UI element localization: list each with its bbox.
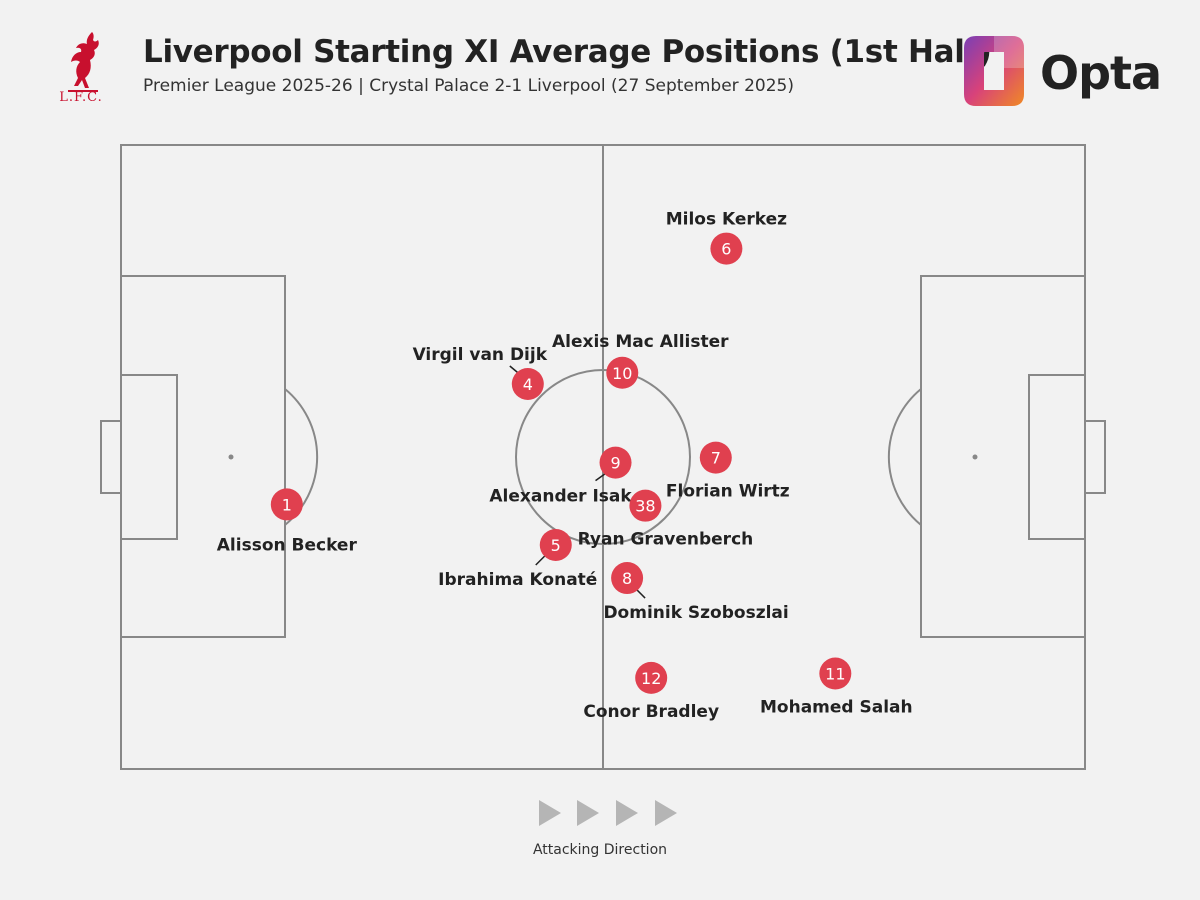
- player-dot: [710, 232, 743, 265]
- opta-logo-icon: [964, 36, 1024, 106]
- player-name-label: Alexander Isak: [489, 487, 632, 507]
- player-marker-9: 9 Alexander Isak: [489, 446, 632, 507]
- pitch-markings: [100, 144, 1106, 770]
- right-goal: [1084, 420, 1106, 494]
- chart-subtitle: Premier League 2025-26 | Crystal Palace …: [143, 76, 794, 96]
- player-number: 6: [721, 240, 731, 259]
- player-marker-38: 38 Ryan Gravenberch: [578, 489, 754, 550]
- player-name-label: Milos Kerkez: [666, 210, 787, 230]
- club-logo-text: L.F.C.: [59, 90, 103, 105]
- player-marker-6: 6 Milos Kerkez: [666, 210, 787, 265]
- right-penalty-area: [920, 275, 1086, 638]
- left-six-yard-box: [120, 374, 178, 540]
- play-arrow-icon: [616, 800, 638, 826]
- player-name-label: Alexis Mac Allister: [552, 332, 729, 352]
- player-marker-4: 4 Virgil van Dijk: [413, 345, 548, 400]
- opta-brand-text: Opta: [1040, 46, 1162, 100]
- player-marker-8: 8 Dominik Szoboszlai: [603, 562, 789, 623]
- player-marker-12: 12 Conor Bradley: [583, 661, 719, 722]
- player-dot: [599, 446, 632, 479]
- player-dot: [511, 367, 544, 400]
- player-number: 1: [282, 495, 292, 514]
- player-name-label: Dominik Szoboszlai: [603, 603, 788, 623]
- player-name-label: Ryan Gravenberch: [578, 530, 754, 550]
- player-dot: [699, 441, 732, 474]
- player-number: 8: [622, 569, 632, 588]
- player-name-label: Alisson Becker: [217, 535, 358, 555]
- player-dot: [270, 488, 303, 521]
- player-marker-10: 10 Alexis Mac Allister: [552, 332, 729, 389]
- player-marker-7: 7 Florian Wirtz: [666, 441, 790, 502]
- player-number: 5: [551, 536, 561, 555]
- play-arrow-icon: [577, 800, 599, 826]
- liverbird-icon: [68, 32, 99, 92]
- left-goal: [100, 420, 122, 494]
- player-dot: [819, 657, 852, 690]
- play-arrow-icon: [655, 800, 677, 826]
- player-dot: [611, 562, 644, 595]
- player-number: 10: [612, 364, 632, 383]
- player-dot: [606, 356, 639, 389]
- player-number: 9: [610, 454, 620, 473]
- player-marker-5: 5 Ibrahima Konaté: [438, 528, 597, 590]
- left-penalty-spot: [228, 454, 234, 460]
- player-number: 38: [635, 497, 655, 516]
- player-layer: 1 Alisson Becker 4 Virgil van Dijk 5 Ibrahima…: [217, 210, 913, 722]
- left-penalty-area: [120, 275, 286, 638]
- play-arrow-icon: [539, 800, 561, 826]
- right-penalty-arc: [887, 388, 922, 526]
- attacking-direction-arrows: [539, 800, 677, 826]
- player-name-label: Ibrahima Konaté: [438, 570, 597, 590]
- attacking-direction-label: Attacking Direction: [532, 842, 668, 858]
- player-dot: [629, 489, 662, 522]
- player-marker-1: 1 Alisson Becker: [217, 488, 358, 555]
- player-number: 12: [641, 669, 661, 688]
- player-dot: [635, 661, 668, 694]
- player-name-label: Virgil van Dijk: [413, 345, 548, 365]
- right-six-yard-box: [1028, 374, 1086, 540]
- center-circle: [515, 369, 691, 545]
- player-dot: [539, 528, 572, 561]
- player-name-label: Mohamed Salah: [760, 698, 913, 718]
- right-penalty-spot: [972, 454, 978, 460]
- player-number: 7: [711, 449, 721, 468]
- player-marker-11: 11 Mohamed Salah: [760, 657, 913, 718]
- player-name-label: Florian Wirtz: [666, 482, 790, 502]
- chart-title: Liverpool Starting XI Average Positions …: [143, 34, 992, 70]
- player-number: 4: [523, 375, 533, 394]
- player-number: 11: [825, 665, 845, 684]
- header: L.F.C. Liverpool Starting XI Average Pos…: [0, 0, 1200, 120]
- player-name-label: Conor Bradley: [583, 702, 719, 722]
